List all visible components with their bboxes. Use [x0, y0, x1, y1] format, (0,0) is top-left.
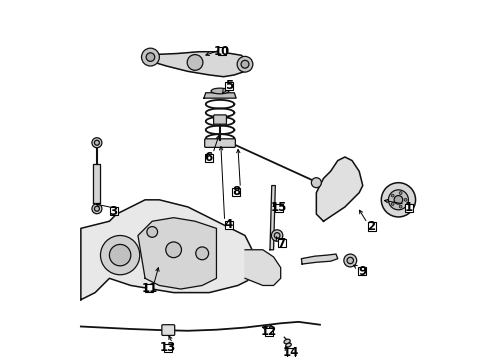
Text: 7: 7 — [278, 237, 286, 250]
Circle shape — [347, 257, 353, 264]
Polygon shape — [301, 254, 338, 264]
Circle shape — [95, 206, 99, 211]
Circle shape — [271, 230, 283, 241]
Bar — [145, 284, 153, 292]
Text: 4: 4 — [225, 218, 233, 231]
Text: 1: 1 — [405, 201, 413, 214]
Circle shape — [109, 244, 131, 266]
Circle shape — [274, 233, 280, 238]
Bar — [287, 348, 295, 357]
Circle shape — [196, 247, 209, 260]
Polygon shape — [94, 164, 100, 203]
Circle shape — [142, 48, 159, 66]
Polygon shape — [204, 93, 236, 98]
Text: 13: 13 — [160, 341, 176, 354]
Bar — [225, 221, 233, 229]
Bar — [278, 239, 286, 247]
Polygon shape — [317, 157, 363, 221]
Circle shape — [146, 53, 155, 61]
FancyBboxPatch shape — [205, 139, 235, 147]
Bar — [204, 154, 213, 162]
Circle shape — [399, 205, 402, 208]
Circle shape — [399, 192, 402, 194]
Text: 10: 10 — [214, 45, 230, 58]
Circle shape — [237, 57, 253, 72]
Text: 9: 9 — [358, 265, 366, 278]
Circle shape — [92, 138, 102, 148]
Text: 11: 11 — [141, 282, 157, 295]
Polygon shape — [142, 52, 248, 77]
Text: 2: 2 — [368, 220, 376, 233]
Bar — [265, 328, 273, 336]
Polygon shape — [81, 200, 252, 300]
Bar — [225, 81, 233, 90]
Circle shape — [389, 190, 409, 210]
Text: 15: 15 — [270, 201, 287, 214]
Circle shape — [187, 55, 203, 70]
Polygon shape — [270, 185, 275, 250]
Text: 3: 3 — [110, 205, 118, 218]
Circle shape — [241, 60, 249, 68]
FancyBboxPatch shape — [162, 325, 175, 336]
Circle shape — [147, 226, 158, 237]
Circle shape — [311, 178, 321, 188]
Circle shape — [391, 194, 394, 197]
Circle shape — [344, 254, 357, 267]
Circle shape — [404, 198, 407, 201]
Ellipse shape — [284, 339, 290, 344]
Circle shape — [100, 235, 140, 275]
Circle shape — [381, 183, 416, 217]
FancyBboxPatch shape — [214, 115, 226, 124]
Bar — [232, 188, 240, 196]
Bar — [164, 344, 172, 352]
Bar — [110, 207, 118, 215]
Ellipse shape — [211, 88, 229, 94]
Circle shape — [92, 204, 102, 214]
Circle shape — [166, 242, 181, 258]
Text: 5: 5 — [225, 79, 233, 92]
Text: 14: 14 — [283, 346, 299, 359]
Bar — [218, 47, 226, 55]
Bar — [275, 203, 283, 212]
Circle shape — [394, 195, 403, 204]
Circle shape — [391, 203, 394, 206]
Polygon shape — [138, 218, 217, 289]
Ellipse shape — [286, 343, 291, 347]
Bar — [358, 267, 366, 275]
Text: 8: 8 — [232, 185, 240, 198]
Text: 6: 6 — [204, 151, 213, 164]
Text: 12: 12 — [261, 325, 277, 338]
Bar — [368, 222, 376, 231]
Polygon shape — [245, 250, 281, 285]
Circle shape — [95, 140, 99, 145]
Bar — [405, 203, 413, 212]
